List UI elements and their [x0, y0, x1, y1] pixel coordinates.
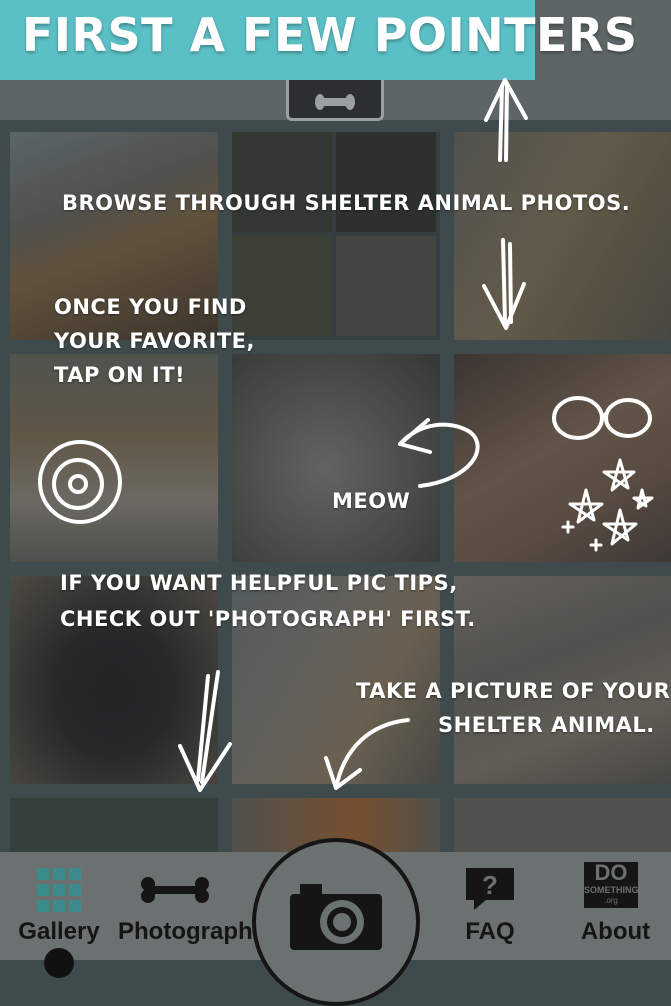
active-tab-indicator [44, 948, 74, 978]
grid-icon [37, 868, 81, 912]
tab-faq[interactable]: ? FAQ [440, 852, 540, 960]
tip-pic-line2: CHECK OUT 'PHOTOGRAPH' FIRST. [60, 607, 476, 631]
logo-something: SOMETHING [584, 885, 639, 895]
svg-text:?: ? [482, 870, 498, 900]
tip-browse: BROWSE THROUGH SHELTER ANIMAL PHOTOS. [62, 191, 631, 215]
tip-take-line1: TAKE A PICTURE OF YOUR [356, 679, 671, 703]
camera-icon [290, 884, 382, 950]
photo-tile-tabby-kitten[interactable] [454, 576, 671, 784]
logo-do: DO [594, 860, 628, 885]
pets-badge [286, 76, 384, 121]
tip-take-line2: SHELTER ANIMAL. [438, 713, 655, 737]
photo-tile-pitbull[interactable] [454, 354, 671, 562]
tip-favorite-line3: TAP ON IT! [54, 363, 186, 387]
logo-org: .org [604, 896, 618, 905]
tab-photograph[interactable]: Photograph [118, 852, 253, 960]
photo-tile-row4-c[interactable] [454, 798, 671, 858]
photo-tile-sleeping-cat[interactable] [232, 354, 440, 562]
dosomething-logo-icon: DO SOMETHING .org [584, 860, 639, 908]
tab-about[interactable]: DO SOMETHING .org About [560, 852, 671, 960]
photo-tile-shepherd[interactable] [454, 132, 671, 340]
photo-tile-row4-a[interactable] [10, 798, 218, 858]
camera-button[interactable] [252, 838, 420, 1006]
tip-meow: MEOW [332, 489, 411, 513]
tip-pic-line1: IF YOU WANT HELPFUL PIC TIPS, [60, 571, 458, 595]
photo-tile-dog-leash[interactable] [10, 132, 218, 340]
photo-tile-puppy-collage[interactable] [232, 132, 440, 340]
tip-favorite-line2: YOUR FAVORITE, [54, 329, 255, 353]
bone-icon [141, 877, 209, 903]
tip-favorite-line1: ONCE YOU FIND [54, 295, 247, 319]
tab-about-label: About [580, 918, 651, 945]
question-icon: ? [466, 868, 514, 910]
tab-gallery[interactable]: Gallery [0, 852, 118, 960]
tab-photograph-label: Photograph [118, 918, 253, 945]
banner-title: FIRST A FEW POINTERS [22, 8, 638, 62]
tab-gallery-label: Gallery [18, 918, 100, 945]
tab-faq-label: FAQ [465, 918, 515, 945]
photo-grid [0, 122, 671, 858]
pointers-banner: FIRST A FEW POINTERS [0, 0, 637, 80]
